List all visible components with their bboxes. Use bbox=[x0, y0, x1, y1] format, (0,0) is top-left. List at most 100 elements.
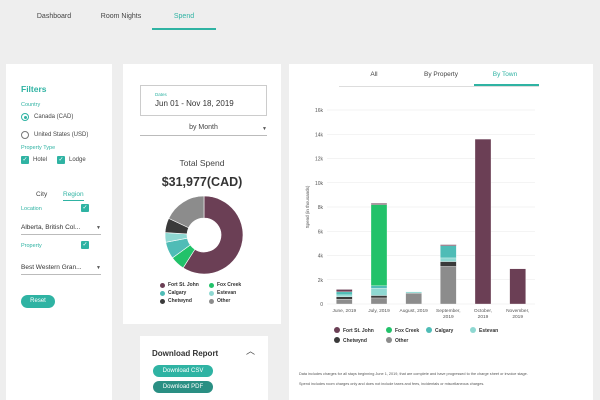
bar-segment bbox=[370, 295, 388, 299]
check-icon: ✓ bbox=[22, 157, 28, 163]
tab-divider bbox=[339, 86, 539, 87]
country-label: Country bbox=[21, 102, 41, 108]
legend-dot bbox=[209, 298, 214, 304]
tab-room-nights[interactable]: Room Nights bbox=[100, 13, 142, 20]
location-select[interactable]: Alberta, British Col... ▼ bbox=[21, 224, 101, 235]
top-nav: Dashboard Room Nights Spend bbox=[0, 0, 600, 34]
tab-by-property[interactable]: By Property bbox=[424, 71, 458, 78]
legend-label: Fox Creek bbox=[395, 328, 419, 334]
legend-label: Calgary bbox=[168, 290, 187, 296]
x-tick-label: October, bbox=[474, 308, 492, 314]
donut-slice bbox=[182, 195, 244, 275]
legend-label: Calgary bbox=[435, 328, 454, 334]
bar-segment bbox=[370, 203, 388, 205]
spend-bar-chart: 0 2k 4k 6k 8k 10k 12k 14k 16k Spend (in thousands… bbox=[305, 108, 535, 344]
property-type-label: Property Type bbox=[21, 145, 56, 151]
download-csv-button[interactable]: Download CSV bbox=[153, 365, 213, 377]
legend-dot bbox=[470, 327, 476, 333]
checkbox-property[interactable]: ✓ bbox=[81, 241, 89, 249]
bar-segment bbox=[370, 285, 388, 289]
x-tick-label: 2019 bbox=[478, 314, 489, 320]
legend-label: Estevan bbox=[479, 328, 498, 334]
legend-dot bbox=[209, 290, 214, 296]
y-tick-label: 6k bbox=[318, 229, 324, 235]
legend-item: Other bbox=[209, 298, 230, 304]
legend-label: Estevan bbox=[217, 290, 237, 296]
legend-label: Fort St. John bbox=[168, 282, 199, 288]
legend-label: Other bbox=[217, 298, 231, 304]
bar-segment bbox=[336, 291, 353, 296]
total-spend-title: Total Spend bbox=[179, 158, 225, 168]
spend-donut-chart bbox=[164, 195, 244, 275]
x-tick-label: June, 2019 bbox=[332, 308, 356, 314]
bar-segment bbox=[440, 266, 457, 305]
legend-label: Chetwynd bbox=[168, 298, 192, 304]
legend-item: Estevan bbox=[209, 290, 236, 296]
chevron-down-icon: ▼ bbox=[262, 126, 267, 132]
dates-label: Dates bbox=[155, 92, 167, 97]
y-tick-label: 16k bbox=[315, 108, 324, 114]
country-option-label: United States (USD) bbox=[34, 132, 89, 138]
legend-label: Chetwynd bbox=[343, 338, 367, 344]
chevron-up-icon[interactable]: ︿ bbox=[246, 346, 256, 356]
x-tick-label: September, bbox=[436, 308, 461, 314]
legend-dot bbox=[426, 327, 432, 333]
tab-region[interactable]: Region bbox=[63, 191, 84, 201]
spend-chart-panel: All By Property By Town 0 2k 4k 6k 8k 10k 12k 1… bbox=[289, 64, 593, 400]
legend-label: Fort St. John bbox=[343, 328, 374, 334]
download-pdf-button[interactable]: Download PDF bbox=[153, 381, 213, 393]
checkbox-location[interactable]: ✓ bbox=[81, 204, 89, 212]
property-label: Property bbox=[21, 243, 42, 249]
reset-button[interactable]: Reset bbox=[21, 295, 55, 308]
property-select[interactable]: Best Western Gran... ▼ bbox=[21, 264, 101, 275]
x-tick-label: August, 2019 bbox=[400, 308, 429, 314]
x-tick-label: 2019 bbox=[443, 314, 454, 320]
total-spend-panel: Dates Jun 01 - Nov 18, 2019 by Month ▼ T… bbox=[123, 64, 281, 324]
bar-segment bbox=[440, 245, 457, 259]
bar-segment bbox=[440, 244, 457, 246]
y-tick-label: 12k bbox=[315, 157, 324, 163]
y-tick-label: 0 bbox=[320, 302, 323, 308]
bar-segment bbox=[405, 292, 422, 305]
legend-dot bbox=[386, 327, 392, 333]
legend-dot bbox=[160, 282, 165, 288]
total-spend-value: $31,977(CAD) bbox=[161, 175, 243, 189]
location-value: Alberta, British Col... bbox=[21, 224, 81, 231]
data-note: Data includes charges for all stays begi… bbox=[299, 372, 528, 376]
tab-city[interactable]: City bbox=[36, 191, 48, 198]
x-tick-label: 2019 bbox=[512, 314, 523, 320]
spend-note: Spend includes room charges only and doe… bbox=[299, 382, 485, 386]
bar-segment bbox=[440, 257, 457, 262]
x-tick-label: November, bbox=[506, 308, 529, 314]
legend-dot bbox=[160, 290, 165, 296]
bar-segment bbox=[370, 288, 388, 296]
legend-label: Fox Creek bbox=[217, 282, 242, 288]
y-tick-label: 8k bbox=[318, 205, 324, 211]
dates-field[interactable]: Dates Jun 01 - Nov 18, 2019 bbox=[140, 85, 267, 116]
tab-spend[interactable]: Spend bbox=[152, 0, 216, 30]
legend-item: Calgary bbox=[160, 290, 186, 296]
chevron-down-icon: ▼ bbox=[96, 265, 101, 271]
legend-dot bbox=[334, 337, 340, 343]
legend-item: Fox Creek bbox=[209, 282, 241, 288]
y-tick-label: 14k bbox=[315, 132, 324, 138]
bar-segment bbox=[336, 294, 353, 297]
country-option-label: Canada (CAD) bbox=[34, 114, 74, 120]
radio-united-states[interactable] bbox=[21, 131, 29, 139]
property-type-option-label: Hotel bbox=[33, 157, 48, 163]
dates-value: Jun 01 - Nov 18, 2019 bbox=[155, 99, 234, 108]
check-icon: ✓ bbox=[82, 242, 88, 248]
tab-all[interactable]: All bbox=[370, 71, 378, 78]
legend-item: Chetwynd bbox=[160, 298, 192, 304]
legend-label: Other bbox=[395, 338, 408, 344]
tab-dashboard[interactable]: Dashboard bbox=[36, 13, 72, 20]
tab-by-town[interactable]: By Town bbox=[492, 71, 518, 78]
legend-item: Fort St. John bbox=[160, 282, 199, 288]
radio-canada[interactable] bbox=[21, 113, 29, 121]
granularity-select[interactable]: by Month ▼ bbox=[140, 124, 267, 136]
check-icon: ✓ bbox=[58, 157, 64, 163]
checkbox-lodge[interactable]: ✓ bbox=[57, 156, 65, 164]
legend-dot bbox=[386, 337, 392, 343]
download-report-panel: Download Report ︿ Download CSV Download … bbox=[140, 336, 268, 400]
checkbox-hotel[interactable]: ✓ bbox=[21, 156, 29, 164]
